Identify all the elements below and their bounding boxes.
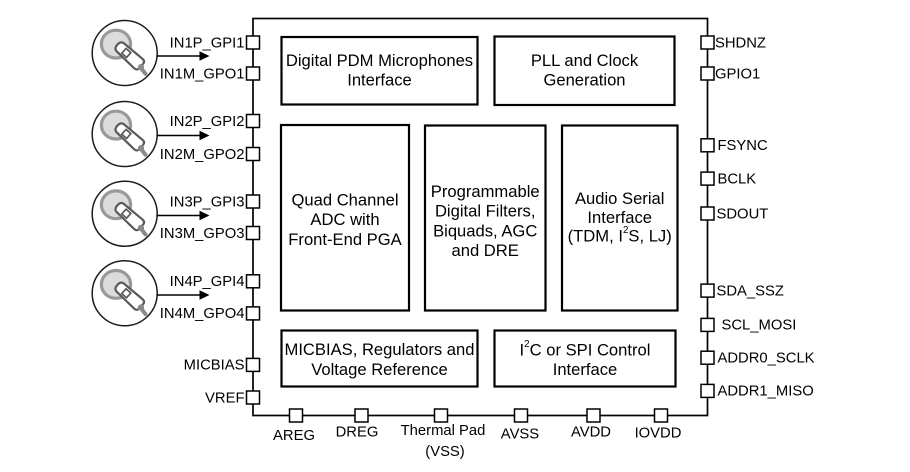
svg-text:IN4M_GPO4: IN4M_GPO4 — [160, 306, 245, 322]
svg-text:Interface: Interface — [553, 360, 618, 379]
svg-text:IN1M_GPO1: IN1M_GPO1 — [160, 66, 245, 82]
svg-text:Interface: Interface — [587, 208, 652, 227]
svg-text:Audio Serial: Audio Serial — [575, 189, 664, 208]
svg-text:Quad Channel: Quad Channel — [291, 190, 398, 209]
svg-text:and DRE: and DRE — [452, 241, 519, 260]
svg-text:Voltage Reference: Voltage Reference — [311, 360, 448, 379]
svg-text:GPIO1: GPIO1 — [715, 66, 760, 82]
svg-text:FSYNC: FSYNC — [718, 138, 768, 154]
svg-text:MICBIAS, Regulators and: MICBIAS, Regulators and — [285, 340, 475, 359]
svg-text:Programmable: Programmable — [431, 182, 540, 201]
svg-text:SDOUT: SDOUT — [717, 206, 769, 222]
svg-text:Digital Filters,: Digital Filters, — [435, 202, 536, 221]
svg-text:BCLK: BCLK — [718, 171, 757, 187]
svg-text:Interface: Interface — [347, 71, 412, 90]
svg-text:Thermal Pad: Thermal Pad — [401, 423, 486, 439]
svg-text:SHDNZ: SHDNZ — [715, 35, 766, 51]
svg-text:(VSS): (VSS) — [425, 444, 465, 460]
svg-text:IN2M_GPO2: IN2M_GPO2 — [160, 147, 245, 163]
svg-text:PLL and Clock: PLL and Clock — [531, 51, 639, 70]
svg-text:AVSS: AVSS — [501, 427, 540, 443]
svg-text:ADDR1_MISO: ADDR1_MISO — [718, 384, 814, 400]
svg-text:DREG: DREG — [336, 425, 379, 441]
svg-text:IN4P_GPI4: IN4P_GPI4 — [170, 274, 245, 290]
svg-text:IN3P_GPI3: IN3P_GPI3 — [170, 194, 245, 210]
svg-text:AVDD: AVDD — [571, 425, 611, 441]
svg-text:SDA_SSZ: SDA_SSZ — [717, 283, 784, 299]
svg-text:IN1P_GPI1: IN1P_GPI1 — [170, 35, 245, 51]
svg-text:ADC with: ADC with — [310, 210, 379, 229]
svg-text:(TDM, I2S, LJ): (TDM, I2S, LJ) — [568, 225, 672, 246]
svg-text:VREF: VREF — [205, 390, 244, 406]
svg-text:IOVDD: IOVDD — [635, 426, 682, 442]
svg-text:Front-End PGA: Front-End PGA — [288, 230, 402, 249]
svg-text:Digital PDM Microphones: Digital PDM Microphones — [286, 51, 473, 70]
svg-text:Generation: Generation — [543, 71, 625, 90]
svg-text:ADDR0_SCLK: ADDR0_SCLK — [718, 351, 815, 367]
svg-text:I2C or SPI Control: I2C or SPI Control — [520, 339, 651, 360]
svg-text:IN3M_GPO3: IN3M_GPO3 — [160, 226, 245, 242]
svg-text:IN2P_GPI2: IN2P_GPI2 — [170, 114, 245, 130]
svg-text:AREG: AREG — [273, 428, 315, 444]
svg-text:Biquads, AGC: Biquads, AGC — [433, 221, 537, 240]
svg-text:MICBIAS: MICBIAS — [184, 358, 245, 374]
svg-text:SCL_MOSI: SCL_MOSI — [722, 318, 797, 334]
